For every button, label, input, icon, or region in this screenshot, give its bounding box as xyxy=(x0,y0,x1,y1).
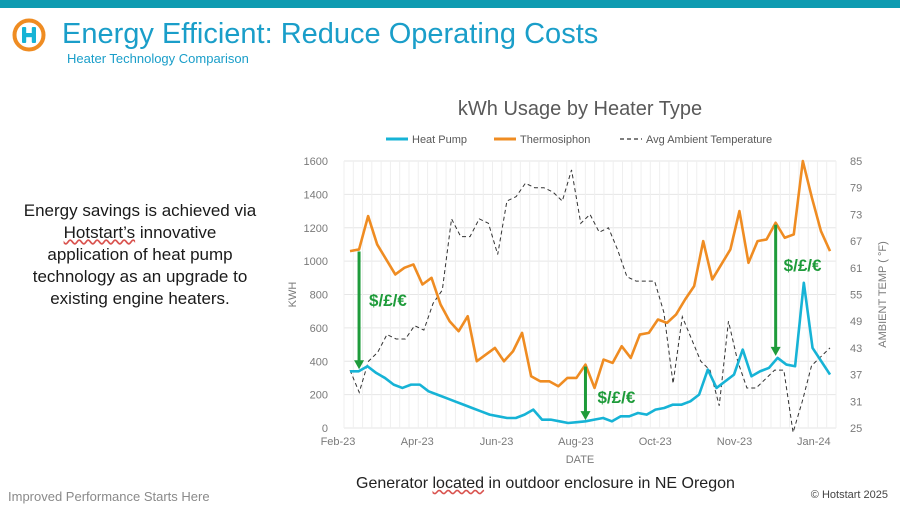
y-tick-label: 1000 xyxy=(304,256,328,268)
y-tick-label: 400 xyxy=(310,356,328,368)
y-tick-label: 1400 xyxy=(304,189,328,201)
footer-tagline: Improved Performance Starts Here xyxy=(8,489,210,504)
y-tick-label: 1600 xyxy=(304,156,328,168)
side-text-part: innovative application of heat pump tech… xyxy=(32,223,248,308)
y2-tick-label: 31 xyxy=(850,396,862,408)
x-tick-label: Nov-23 xyxy=(717,436,752,448)
legend-label-0: Heat Pump xyxy=(412,134,467,146)
energy-savings-text: Energy savings is achieved via Hotstart’… xyxy=(22,200,258,310)
caption-located: located xyxy=(432,475,485,492)
brand-top-bar xyxy=(0,0,900,8)
savings-arrow-3-head xyxy=(770,346,781,356)
chart-title: kWh Usage by Heater Type xyxy=(458,98,702,120)
y2-tick-label: 61 xyxy=(850,263,862,275)
savings-arrow-1-head xyxy=(354,360,365,370)
savings-label-2: $/£/€ xyxy=(597,388,635,407)
x-tick-label: Jan-24 xyxy=(797,436,831,448)
y-tick-label: 0 xyxy=(322,423,328,435)
y2-tick-label: 43 xyxy=(850,343,862,355)
y-tick-label: 1200 xyxy=(304,223,328,235)
savings-arrow-2-head xyxy=(580,411,591,421)
x-tick-label: Oct-23 xyxy=(639,436,672,448)
series-line-thermosiphon xyxy=(349,159,832,390)
y2-tick-label: 79 xyxy=(850,183,862,195)
y2-tick-label: 55 xyxy=(850,290,862,302)
series-line-heat-pump xyxy=(350,281,832,425)
y2-tick-label: 85 xyxy=(850,156,862,168)
y2-tick-label: 37 xyxy=(850,370,862,382)
y-tick-label: 600 xyxy=(310,323,328,335)
side-text-part: Energy savings is achieved via xyxy=(23,201,257,220)
footer-copyright: © Hotstart 2025 xyxy=(810,489,888,501)
y-tick-label: 800 xyxy=(310,290,328,302)
x-tick-label: Aug-23 xyxy=(558,436,593,448)
caption-part: Generator xyxy=(356,475,433,492)
caption-part: in outdoor enclosure in NE Oregon xyxy=(484,475,735,492)
hotstart-logo-icon xyxy=(12,18,46,52)
slide-title: Energy Efficient: Reduce Operating Costs xyxy=(62,18,599,50)
legend-label-1: Thermosiphon xyxy=(520,134,590,146)
x-axis-label: DATE xyxy=(566,454,595,466)
y-tick-label: 200 xyxy=(310,390,328,402)
kwh-usage-chart: kWh Usage by Heater Type Heat Pump Thermos… xyxy=(287,98,889,466)
savings-label-3: $/£/€ xyxy=(784,256,822,275)
slide-subtitle: Heater Technology Comparison xyxy=(67,51,249,66)
x-tick-label: Jun-23 xyxy=(480,436,514,448)
y2-axis-label: AMBIENT TEMP ( °F) xyxy=(877,241,889,347)
y2-tick-label: 67 xyxy=(850,236,862,248)
side-text-hotstart: Hotstart’s xyxy=(63,223,136,242)
legend-label-2: Avg Ambient Temperature xyxy=(646,134,772,146)
x-tick-label: Feb-23 xyxy=(321,436,356,448)
y2-tick-label: 49 xyxy=(850,316,862,328)
x-tick-label: Apr-23 xyxy=(401,436,434,448)
savings-label-1: $/£/€ xyxy=(369,291,407,310)
y2-tick-label: 25 xyxy=(850,423,862,435)
chart-caption: Generator located in outdoor enclosure i… xyxy=(356,474,735,494)
series-line-ambient-temperature xyxy=(349,169,831,433)
y2-tick-label: 73 xyxy=(850,209,862,221)
y-axis-label: KWH xyxy=(287,282,299,308)
